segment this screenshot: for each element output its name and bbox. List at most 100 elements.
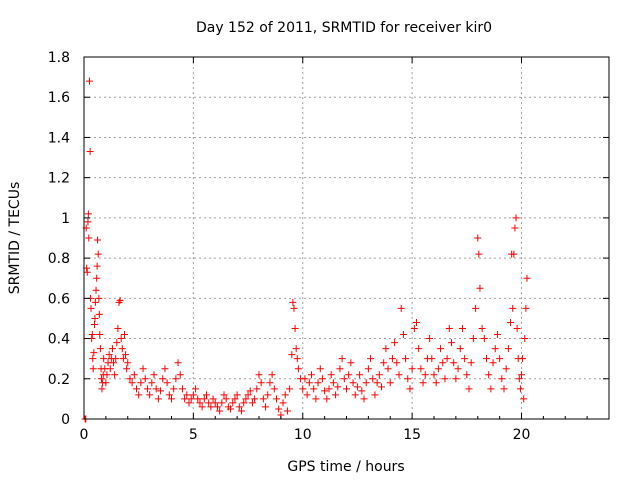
data-point bbox=[152, 385, 160, 393]
data-point bbox=[220, 391, 228, 399]
data-point bbox=[432, 379, 440, 387]
plot-frame bbox=[83, 56, 610, 420]
data-points bbox=[81, 77, 531, 423]
data-point bbox=[325, 385, 333, 393]
data-point bbox=[467, 359, 475, 367]
x-tick-label: 5 bbox=[189, 427, 198, 443]
data-point bbox=[378, 383, 385, 391]
y-tick-label: 0.4 bbox=[48, 332, 70, 348]
data-point bbox=[128, 379, 136, 387]
data-point bbox=[216, 407, 224, 415]
data-point bbox=[200, 395, 208, 403]
x-tick-label: 0 bbox=[80, 427, 89, 443]
data-point bbox=[498, 375, 506, 383]
data-point bbox=[483, 355, 490, 363]
data-point bbox=[231, 395, 239, 403]
data-point bbox=[100, 355, 108, 363]
data-point bbox=[143, 385, 151, 393]
data-point bbox=[373, 379, 381, 387]
data-point bbox=[458, 325, 466, 332]
data-point bbox=[323, 395, 331, 403]
data-point bbox=[521, 335, 529, 343]
data-point bbox=[116, 296, 124, 304]
data-point bbox=[137, 379, 145, 387]
data-point bbox=[222, 395, 230, 403]
data-point bbox=[83, 268, 91, 276]
data-point bbox=[90, 349, 98, 357]
data-point bbox=[513, 325, 521, 332]
data-point bbox=[516, 385, 524, 393]
data-point bbox=[303, 391, 311, 399]
data-point bbox=[84, 210, 92, 218]
data-point bbox=[345, 371, 353, 379]
data-point bbox=[211, 399, 219, 407]
data-point bbox=[95, 310, 103, 318]
y-tick-label: 1 bbox=[61, 211, 70, 227]
data-point bbox=[84, 218, 92, 226]
data-point bbox=[291, 325, 299, 332]
data-point bbox=[397, 304, 405, 312]
data-point bbox=[489, 359, 497, 367]
data-point bbox=[91, 298, 99, 306]
data-point bbox=[404, 375, 412, 383]
data-point bbox=[419, 379, 427, 387]
data-point bbox=[472, 304, 480, 312]
y-tick-label: 0 bbox=[61, 412, 70, 428]
data-point bbox=[364, 365, 372, 373]
data-point bbox=[106, 365, 114, 373]
data-point bbox=[92, 286, 100, 294]
data-point bbox=[502, 365, 510, 373]
data-point bbox=[266, 379, 274, 387]
data-point bbox=[281, 391, 289, 399]
data-point bbox=[371, 391, 379, 399]
data-point bbox=[150, 371, 158, 379]
data-point bbox=[238, 407, 245, 415]
y-tick-label: 1.4 bbox=[48, 130, 70, 146]
data-point bbox=[428, 355, 436, 363]
data-point bbox=[289, 298, 297, 306]
data-point bbox=[491, 345, 499, 353]
data-point bbox=[86, 148, 94, 156]
data-point bbox=[487, 385, 495, 393]
data-point bbox=[475, 250, 483, 258]
data-point bbox=[519, 355, 527, 363]
data-point bbox=[91, 320, 98, 328]
data-point bbox=[512, 214, 520, 222]
data-point bbox=[268, 371, 276, 379]
data-point bbox=[93, 274, 101, 282]
data-point bbox=[110, 359, 118, 367]
data-point bbox=[244, 391, 252, 399]
y-axis-label: SRMTID / TECUs bbox=[7, 182, 23, 295]
data-point bbox=[85, 77, 93, 85]
data-point bbox=[292, 345, 300, 353]
data-point bbox=[332, 391, 340, 399]
data-point bbox=[461, 355, 469, 363]
data-point bbox=[146, 391, 154, 399]
data-point bbox=[112, 355, 120, 363]
data-point bbox=[262, 403, 270, 411]
y-tick-label: 0.8 bbox=[48, 251, 70, 267]
data-point bbox=[318, 375, 326, 383]
data-point bbox=[141, 375, 149, 383]
data-point bbox=[242, 395, 250, 403]
data-point bbox=[305, 379, 313, 387]
data-point bbox=[114, 325, 122, 332]
data-point bbox=[194, 395, 202, 403]
data-point bbox=[93, 262, 101, 270]
data-point bbox=[358, 387, 366, 395]
data-point bbox=[178, 385, 186, 393]
x-tick-label: 15 bbox=[403, 427, 421, 443]
data-point bbox=[367, 355, 375, 363]
data-point bbox=[87, 304, 95, 312]
data-point bbox=[437, 345, 445, 353]
data-point bbox=[286, 385, 294, 393]
x-axis-label: GPS time / hours bbox=[287, 459, 404, 475]
data-point bbox=[290, 304, 298, 312]
data-point bbox=[185, 399, 193, 407]
data-point bbox=[408, 365, 416, 373]
data-point bbox=[308, 371, 315, 379]
data-point bbox=[450, 359, 458, 367]
data-point bbox=[312, 395, 320, 403]
data-point bbox=[196, 399, 204, 407]
x-tick-labels: 0 5 10 15 20 bbox=[80, 427, 531, 443]
